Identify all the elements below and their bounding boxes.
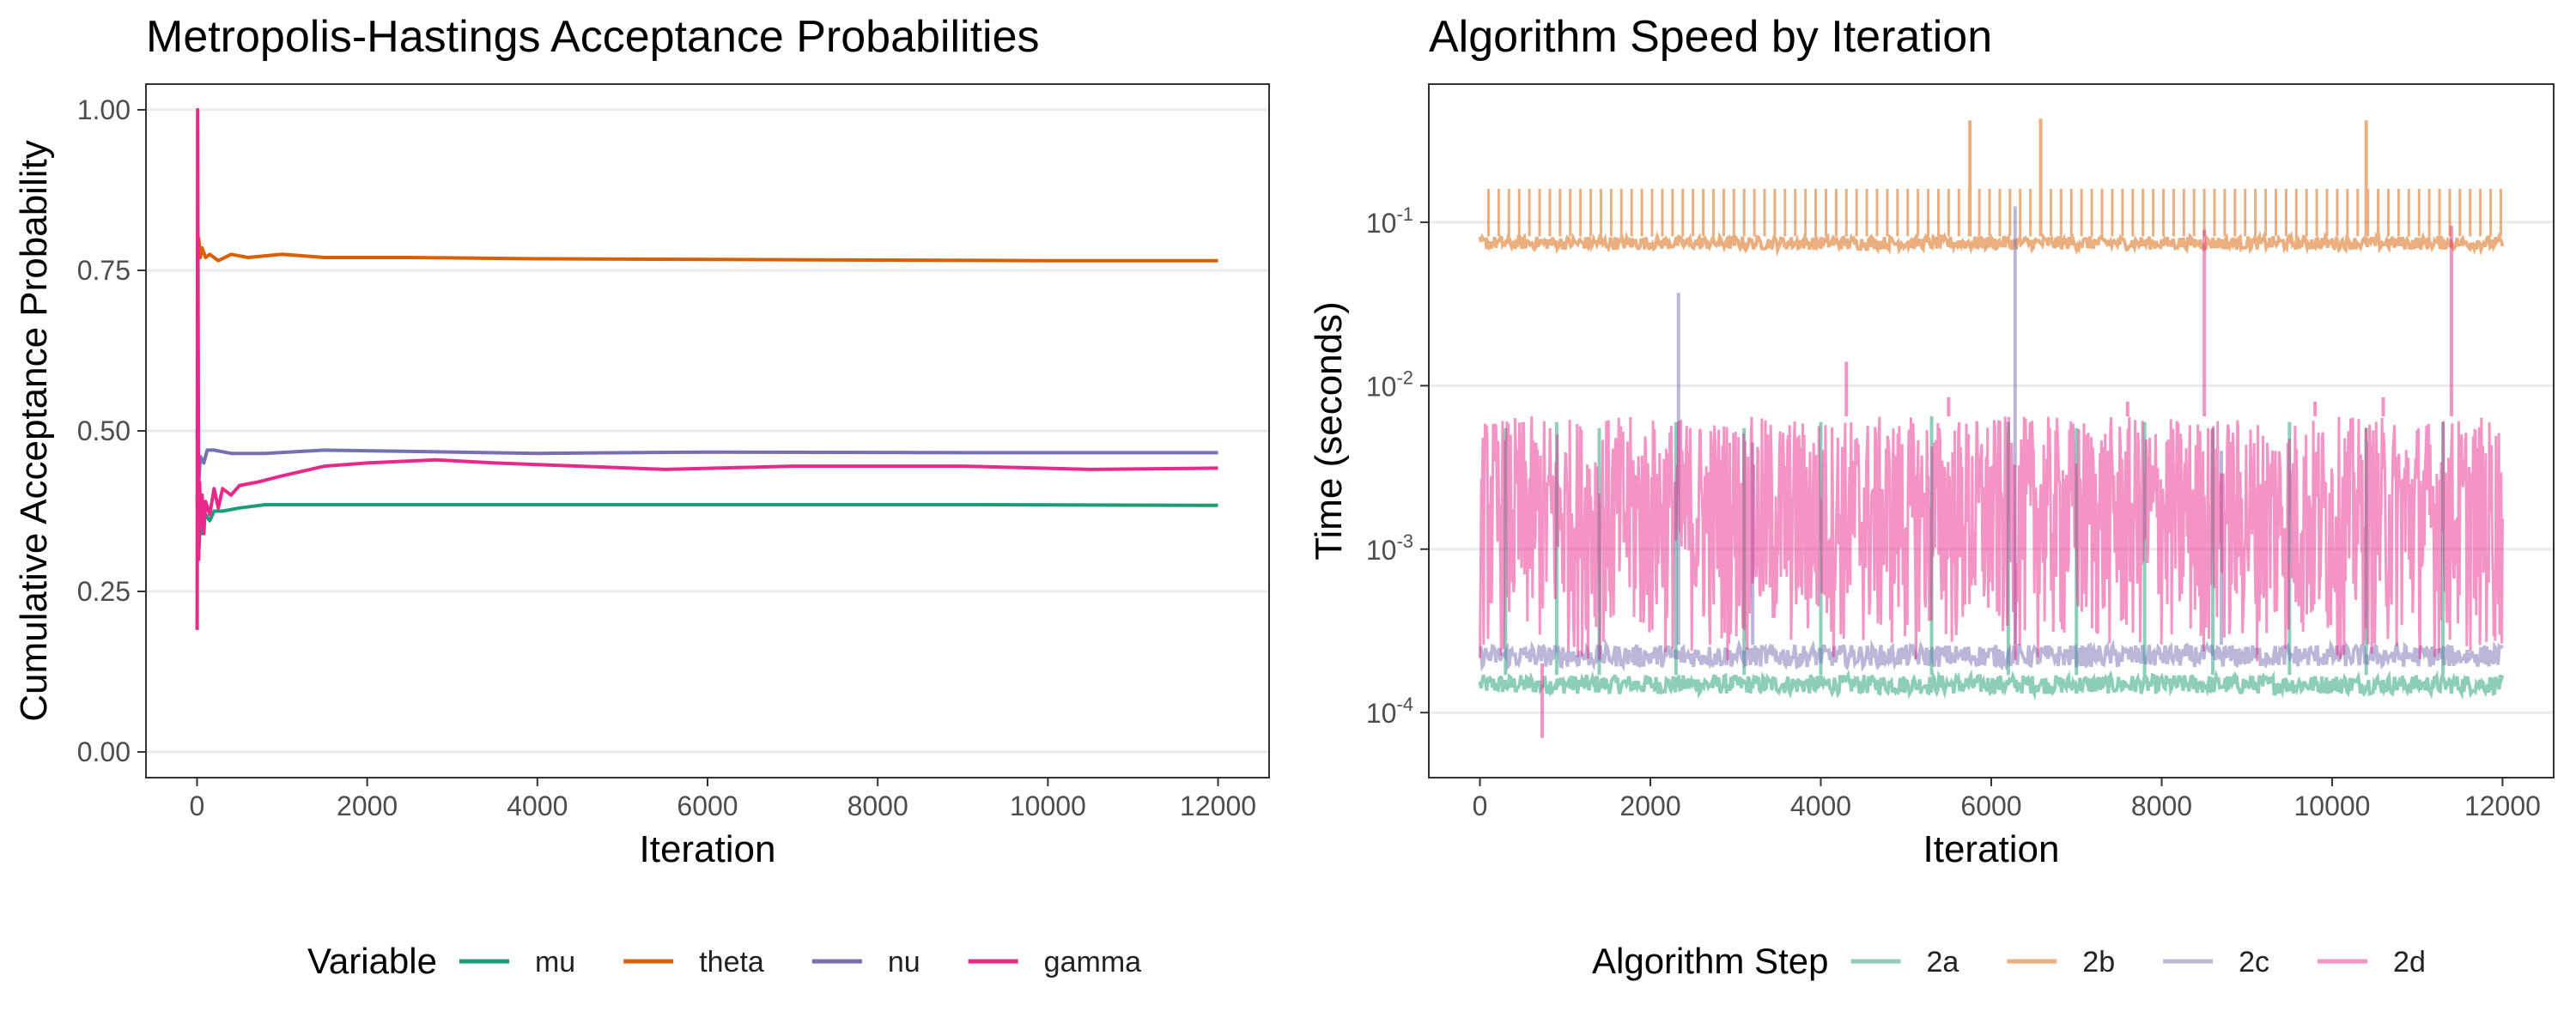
left-x-tick-label: 12000 <box>1180 791 1256 821</box>
right-series-band-2c <box>1479 638 2505 672</box>
left-x-tick-label: 0 <box>190 791 205 821</box>
right-legend-label: 2a <box>1926 946 1959 978</box>
right-x-tick-label: 4000 <box>1790 791 1851 821</box>
right-legend-label: 2c <box>2239 946 2269 978</box>
right-chart: Algorithm Speed by Iteration 0 2000 4000 60… <box>1308 12 2555 981</box>
right-series-2b <box>1478 118 2505 257</box>
right-legend-label: 2d <box>2393 946 2426 978</box>
left-y-axis-title: Cumulative Acceptance Probability <box>13 140 55 721</box>
left-legend-label: nu <box>888 946 920 978</box>
right-x-tick-label: 0 <box>1473 791 1488 821</box>
left-legend-label: mu <box>535 946 575 978</box>
left-series-line-gamma <box>195 107 1218 630</box>
right-y-tick-label: 10-4 <box>1366 694 1413 729</box>
right-legend-title: Algorithm Step <box>1592 941 1828 981</box>
left-y-tick-label: 0.75 <box>77 255 131 286</box>
left-legend-title: Variable <box>307 941 437 981</box>
right-series-2d <box>1479 226 2504 738</box>
right-series-band-2b <box>1478 230 2505 257</box>
left-y-tick-label: 0.00 <box>77 736 131 767</box>
left-series-line-nu <box>195 430 1218 484</box>
left-x-tick-label: 6000 <box>677 791 738 821</box>
right-y-axis-title: Time (seconds) <box>1308 301 1350 560</box>
right-x-tick-label: 8000 <box>2131 791 2192 821</box>
right-series-band-2d <box>1479 415 2504 662</box>
left-x-tick-label: 2000 <box>337 791 398 821</box>
right-y-tick-label: 10-1 <box>1366 203 1413 239</box>
left-x-axis-title: Iteration <box>640 828 776 870</box>
left-chart-title: Metropolis-Hastings Acceptance Probabili… <box>146 12 1040 62</box>
left-x-tick-label: 10000 <box>1010 791 1086 821</box>
left-legend-label: gamma <box>1044 946 1141 978</box>
left-series-line-mu <box>195 494 1218 555</box>
left-y-tick-label: 0.50 <box>77 415 131 446</box>
right-x-tick-label: 6000 <box>1960 791 2021 821</box>
right-x-tick-label: 12000 <box>2464 791 2541 821</box>
right-x-tick-label: 10000 <box>2293 791 2370 821</box>
right-chart-title: Algorithm Speed by Iteration <box>1429 12 1992 62</box>
left-x-tick-label: 4000 <box>507 791 568 821</box>
left-legend-label: theta <box>699 946 764 978</box>
right-x-tick-label: 2000 <box>1619 791 1680 821</box>
right-series-band-2a <box>1478 669 2505 701</box>
left-y-tick-label: 0.25 <box>77 576 131 607</box>
left-x-tick-label: 8000 <box>848 791 908 821</box>
right-x-axis-title: Iteration <box>1923 828 2060 870</box>
left-y-tick-label: 1.00 <box>77 94 131 125</box>
right-y-tick-label: 10-3 <box>1366 530 1413 566</box>
left-series-line-theta <box>195 236 1218 263</box>
left-chart: Metropolis-Hastings Acceptance Probabili… <box>13 12 1270 981</box>
right-legend-label: 2b <box>2082 946 2115 978</box>
right-y-tick-label: 10-2 <box>1366 367 1413 402</box>
